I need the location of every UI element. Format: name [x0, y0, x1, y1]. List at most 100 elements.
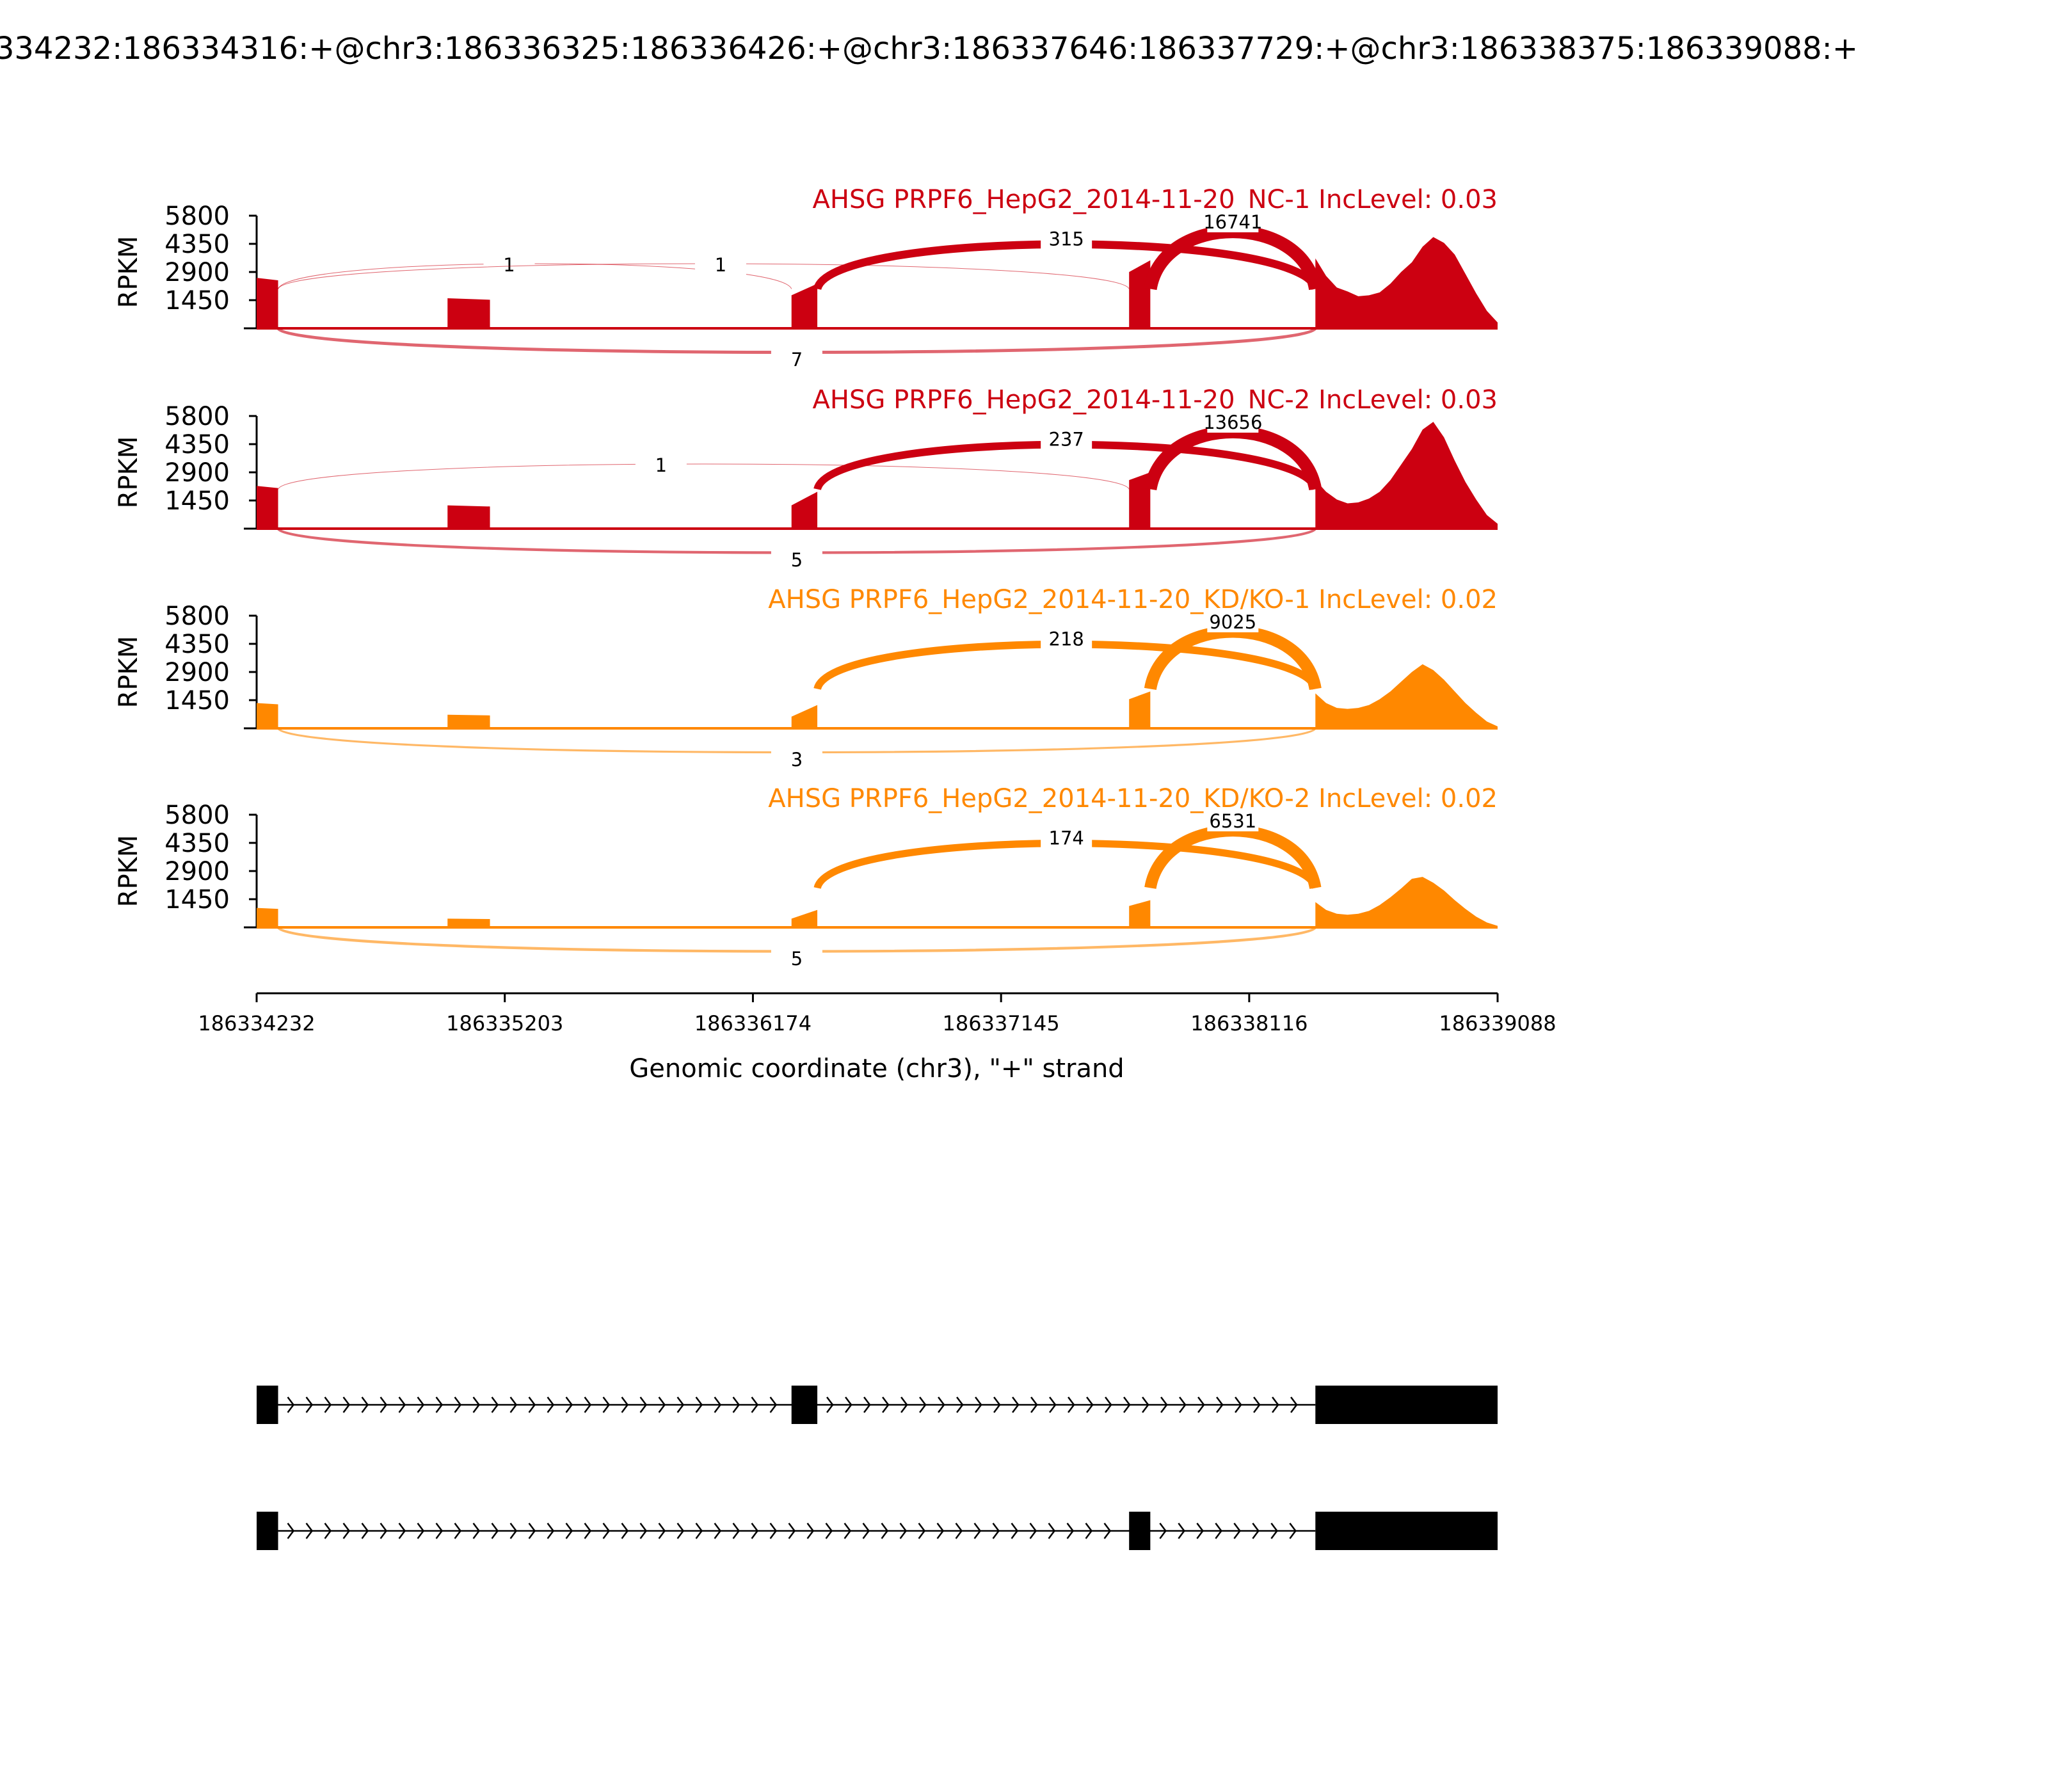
sample-panel: AHSG PRPF6_HepG2_2014-11-20_NC-1 IncLeve… — [114, 185, 1498, 371]
sample-panel: AHSG PRPF6_HepG2_2014-11-20_KD/KO-2 IncL… — [114, 784, 1498, 970]
strand-arrow-icon — [881, 1523, 889, 1539]
strand-arrow-icon — [918, 1523, 926, 1539]
strand-arrow-icon — [417, 1396, 425, 1413]
x-tick-label: 186337145 — [943, 1011, 1060, 1036]
strand-arrow-icon — [992, 1523, 1000, 1539]
strand-arrow-icon — [751, 1523, 759, 1539]
junction-arc — [278, 263, 792, 289]
strand-arrow-icon — [584, 1523, 592, 1539]
junction-count-label: 7 — [791, 349, 803, 371]
x-tick-label: 186339088 — [1439, 1011, 1556, 1036]
strand-arrow-icon — [769, 1396, 778, 1413]
y-tick-label: 5800 — [164, 801, 230, 830]
junction-label-bg — [1207, 609, 1259, 632]
exon-block — [1315, 1512, 1498, 1550]
exon-block — [257, 1512, 278, 1550]
coverage-area — [791, 705, 818, 728]
strand-arrow-icon — [435, 1523, 444, 1539]
strand-arrow-icon — [676, 1523, 685, 1539]
strand-arrow-icon — [955, 1523, 963, 1539]
strand-arrow-icon — [528, 1396, 536, 1413]
y-axis-label: RPKM — [114, 636, 143, 708]
coverage-area — [791, 284, 818, 328]
coverage-area — [791, 909, 818, 927]
exon-block — [791, 1386, 818, 1424]
y-tick-label: 1450 — [164, 686, 230, 716]
strand-arrow-icon — [621, 1396, 629, 1413]
coverage-area — [257, 486, 278, 529]
junction-label-bg — [1041, 825, 1092, 849]
coverage-area — [1315, 237, 1498, 328]
sample-title: AHSG PRPF6_HepG2_2014-11-20_KD/KO-2 IncL… — [768, 784, 1498, 813]
strand-arrow-icon — [900, 1396, 908, 1413]
junction-label-bg — [771, 547, 822, 570]
x-tick-label: 186334232 — [198, 1011, 315, 1036]
strand-arrow-icon — [398, 1523, 406, 1539]
junction-count-label: 9025 — [1209, 611, 1256, 633]
strand-arrow-icon — [547, 1523, 555, 1539]
strand-arrow-icon — [1029, 1523, 1037, 1539]
junction-count-label: 13656 — [1203, 412, 1262, 433]
junction-count-label: 1 — [655, 454, 667, 476]
strand-arrow-icon — [621, 1523, 629, 1539]
strand-arrow-icon — [342, 1396, 351, 1413]
strand-arrow-icon — [1159, 1523, 1167, 1539]
strand-arrow-icon — [565, 1396, 573, 1413]
junction-count-label: 3 — [791, 749, 803, 771]
strand-arrow-icon — [975, 1396, 982, 1413]
exon-block — [1315, 1386, 1498, 1424]
junction-label-bg — [1207, 209, 1259, 232]
strand-arrow-icon — [472, 1523, 481, 1539]
y-tick-label: 1450 — [164, 885, 230, 915]
strand-arrow-icon — [1253, 1396, 1261, 1413]
strand-arrow-icon — [1066, 1523, 1075, 1539]
x-tick-label: 186335203 — [446, 1011, 563, 1036]
strand-arrow-icon — [1289, 1523, 1297, 1539]
strand-arrow-icon — [435, 1396, 444, 1413]
junction-arc — [813, 840, 1319, 890]
junction-arc — [278, 463, 1130, 490]
junction-label-bg — [635, 452, 687, 476]
strand-arrow-icon — [1123, 1396, 1131, 1413]
coverage-area — [1315, 664, 1498, 728]
coverage-area — [1315, 422, 1498, 529]
junction-label-bg — [1041, 226, 1092, 250]
y-tick-label: 2900 — [164, 258, 230, 287]
strand-arrow-icon — [1048, 1523, 1056, 1539]
strand-arrow-icon — [732, 1523, 740, 1539]
strand-arrow-icon — [491, 1523, 499, 1539]
y-tick-label: 4350 — [164, 829, 230, 858]
strand-arrow-icon — [584, 1396, 592, 1413]
strand-arrow-icon — [845, 1396, 852, 1413]
strand-arrow-icon — [658, 1396, 666, 1413]
junction-arc — [813, 440, 1320, 491]
junction-count-label: 5 — [791, 948, 803, 970]
sample-title: AHSG PRPF6_HepG2_2014-11-20_NC-1 IncLeve… — [813, 185, 1498, 214]
coverage-area — [791, 492, 818, 529]
strand-arrow-icon — [454, 1523, 462, 1539]
coverage-area — [1129, 900, 1151, 927]
strand-arrow-icon — [993, 1396, 1001, 1413]
junction-label-bg — [1207, 808, 1259, 831]
sample-panel: AHSG PRPF6_HepG2_2014-11-20_KD/KO-1 IncL… — [114, 585, 1498, 771]
coverage-area — [1315, 877, 1498, 927]
coverage-area — [1129, 260, 1151, 328]
strand-arrow-icon — [509, 1523, 518, 1539]
strand-arrow-icon — [454, 1396, 462, 1413]
strand-arrow-icon — [695, 1523, 703, 1539]
strand-arrow-icon — [1270, 1523, 1278, 1539]
junction-label-bg — [771, 347, 822, 370]
strand-arrow-icon — [919, 1396, 927, 1413]
x-axis: 186334232 186335203 186336174 186337145 1863… — [198, 992, 1556, 1036]
strand-arrow-icon — [1196, 1523, 1204, 1539]
coverage-area — [447, 918, 490, 927]
strand-arrow-icon — [1011, 1523, 1019, 1539]
x-axis-label: Genomic coordinate (chr3), "+" strand — [629, 1054, 1124, 1084]
strand-arrow-icon — [769, 1523, 778, 1539]
strand-arrow-icon — [602, 1396, 611, 1413]
y-tick-label: 1450 — [164, 286, 230, 316]
strand-arrow-icon — [1178, 1523, 1185, 1539]
junction-label-bg — [483, 252, 535, 275]
sample-title: AHSG PRPF6_HepG2_2014-11-20_NC-2 IncLeve… — [813, 385, 1498, 415]
